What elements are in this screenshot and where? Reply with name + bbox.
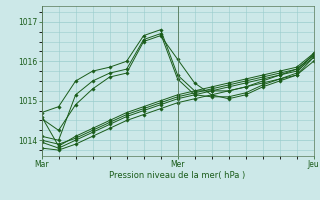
X-axis label: Pression niveau de la mer( hPa ): Pression niveau de la mer( hPa ) <box>109 171 246 180</box>
